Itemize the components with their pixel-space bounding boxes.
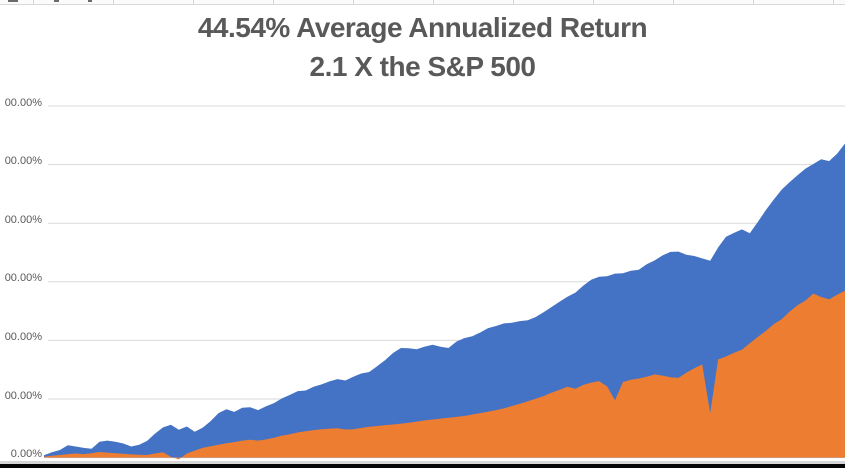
column-divider	[593, 0, 594, 4]
y-axis-tick-label: 00.00%	[4, 155, 42, 168]
y-axis-tick-label: 00.00%	[4, 96, 42, 109]
cell-content-sliver	[54, 0, 59, 2]
column-divider	[513, 0, 514, 4]
column-divider	[273, 0, 274, 4]
column-divider	[673, 0, 674, 4]
column-divider	[193, 0, 194, 4]
y-axis-tick-label: 00.00%	[4, 389, 42, 402]
column-divider	[33, 0, 34, 4]
cell-content-sliver	[88, 0, 92, 2]
chart-title-line1: 44.54% Average Annualized Return	[197, 12, 648, 43]
bottom-gray-strip	[0, 461, 845, 464]
column-divider	[753, 0, 754, 4]
chart-title: 44.54% Average Annualized Return 2.1 X t…	[0, 8, 845, 86]
y-axis-tick-label: 00.00%	[4, 330, 42, 343]
column-divider	[833, 0, 834, 4]
y-axis-tick-label: 0.00%	[10, 448, 42, 461]
y-axis-tick-label: 00.00%	[4, 272, 42, 285]
cell-content-sliver	[8, 0, 18, 2]
y-axis-tick-label: 00.00%	[4, 213, 42, 226]
bottom-black-bar	[0, 464, 845, 468]
chart-title-line2: 2.1 X the S&P 500	[309, 51, 537, 82]
column-divider	[353, 0, 354, 4]
series-orange-area	[44, 290, 845, 460]
column-divider	[113, 0, 114, 4]
column-divider	[433, 0, 434, 4]
spreadsheet-edge-strip	[0, 0, 845, 5]
